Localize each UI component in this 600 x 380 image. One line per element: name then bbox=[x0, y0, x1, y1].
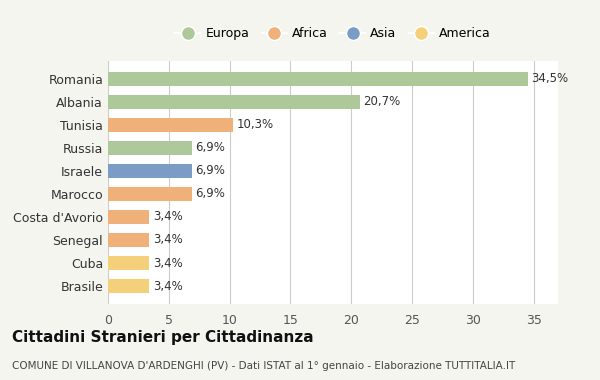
Bar bbox=[108, 95, 360, 109]
Bar bbox=[108, 72, 527, 86]
Bar bbox=[108, 164, 192, 178]
Text: 6,9%: 6,9% bbox=[196, 141, 226, 154]
Text: Cittadini Stranieri per Cittadinanza: Cittadini Stranieri per Cittadinanza bbox=[12, 330, 314, 345]
Bar bbox=[108, 210, 149, 224]
Text: 3,4%: 3,4% bbox=[153, 233, 183, 247]
Text: 6,9%: 6,9% bbox=[196, 165, 226, 177]
Text: 3,4%: 3,4% bbox=[153, 280, 183, 293]
Bar bbox=[108, 141, 192, 155]
Bar bbox=[108, 256, 149, 270]
Text: 20,7%: 20,7% bbox=[364, 95, 401, 108]
Text: 3,4%: 3,4% bbox=[153, 256, 183, 269]
Text: 6,9%: 6,9% bbox=[196, 187, 226, 200]
Legend: Europa, Africa, Asia, America: Europa, Africa, Asia, America bbox=[172, 23, 494, 44]
Text: 10,3%: 10,3% bbox=[237, 118, 274, 131]
Text: COMUNE DI VILLANOVA D'ARDENGHI (PV) - Dati ISTAT al 1° gennaio - Elaborazione TU: COMUNE DI VILLANOVA D'ARDENGHI (PV) - Da… bbox=[12, 361, 515, 370]
Bar bbox=[108, 187, 192, 201]
Bar bbox=[108, 118, 233, 132]
Bar bbox=[108, 233, 149, 247]
Text: 34,5%: 34,5% bbox=[531, 72, 568, 85]
Text: 3,4%: 3,4% bbox=[153, 211, 183, 223]
Bar bbox=[108, 279, 149, 293]
